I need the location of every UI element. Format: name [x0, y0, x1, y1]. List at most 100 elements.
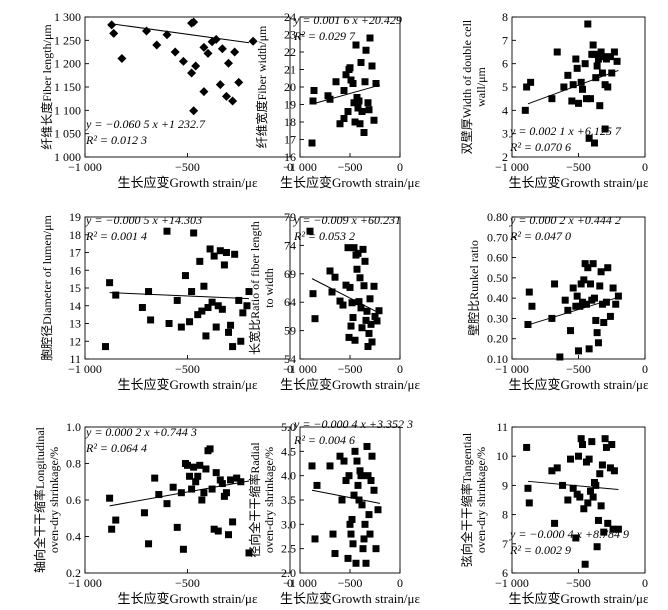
x-axis-label: 生长应变Growth strain/με: [118, 591, 258, 606]
data-point: [524, 321, 532, 329]
data-point: [162, 30, 172, 40]
y-tick-label: 6: [502, 566, 508, 580]
data-point: [214, 527, 222, 535]
data-point: [108, 525, 116, 533]
trend-line: [311, 278, 381, 314]
data-point: [186, 318, 194, 326]
x-tick-label: −500: [175, 160, 200, 174]
data-point: [594, 339, 602, 347]
y-tick-label: 4: [502, 103, 508, 117]
data-point: [597, 268, 605, 276]
data-point: [586, 280, 594, 288]
data-point: [601, 435, 609, 443]
data-point: [602, 55, 610, 63]
data-point: [598, 461, 606, 469]
data-point: [187, 18, 197, 28]
regression-equation: y = 0.000 2 x +0.444 2: [509, 213, 621, 227]
data-point: [578, 298, 586, 306]
y-axis-label-line: oven-dry shrinkage/%: [47, 447, 61, 553]
data-point: [585, 345, 593, 353]
y-tick-label: 0.6: [66, 493, 81, 507]
data-point: [374, 506, 382, 514]
y-tick-label: 0.10: [487, 352, 508, 366]
data-point: [564, 306, 572, 314]
data-point: [353, 457, 361, 465]
y-tick-label: 6: [502, 57, 508, 71]
x-tick-label: −1 000: [68, 576, 102, 590]
data-point: [311, 535, 319, 543]
data-point: [349, 80, 357, 87]
r-squared-label: R² = 0.001 4: [85, 229, 147, 243]
data-point: [368, 62, 376, 70]
x-tick-label: −1 000: [68, 362, 102, 376]
data-point: [604, 519, 612, 527]
y-tick-label: 3.5: [281, 493, 296, 507]
x-tick-label: −1 000: [283, 576, 317, 590]
r-squared-label: R² = 0.070 6: [509, 140, 571, 154]
y-tick-label: 1 200: [54, 57, 81, 71]
data-point: [600, 318, 608, 326]
data-point: [527, 78, 535, 86]
data-point: [581, 560, 589, 568]
chart-panel-1: 1 000 1 050 1 100 1 150 1 200 1 250 1 300 −1 00…: [39, 10, 293, 190]
data-point: [117, 54, 127, 64]
data-point: [214, 302, 222, 310]
data-point: [372, 80, 380, 87]
data-point: [576, 302, 584, 310]
y-axis-label-line: 轴向全干干缩率Longitudinal: [32, 426, 47, 573]
regression-equation: y = −0.000 4 x +8.784 9: [509, 527, 629, 541]
data-point: [181, 272, 189, 280]
data-point: [559, 481, 567, 489]
data-point: [609, 525, 617, 533]
y-tick-label: 54: [284, 352, 296, 366]
data-point: [588, 438, 596, 446]
data-point: [612, 300, 620, 308]
data-point: [177, 489, 185, 497]
data-point: [216, 476, 224, 484]
y-tick-label: 3: [502, 127, 508, 141]
x-tick-label: 0: [287, 362, 293, 376]
x-axis-label: 生长应变Growth strain/με: [118, 175, 258, 190]
data-point: [365, 329, 373, 337]
x-tick-label: −1 000: [495, 160, 529, 174]
data-point: [593, 329, 601, 337]
data-point: [196, 257, 204, 265]
data-point: [338, 496, 346, 504]
y-tick-label: 0.20: [487, 332, 508, 346]
y-tick-label: 7: [502, 537, 508, 551]
data-point: [364, 343, 372, 351]
x-tick-label: 0: [397, 576, 403, 590]
data-point: [212, 323, 220, 331]
y-axis-label-line: 长宽比Ratio of fiber length: [247, 221, 262, 355]
y-tick-label: 0.8: [66, 457, 81, 471]
data-point: [521, 106, 529, 114]
data-point: [594, 516, 602, 524]
y-tick-label: 1.0: [66, 420, 81, 434]
data-point: [106, 279, 114, 287]
data-point: [567, 455, 575, 463]
data-point: [524, 484, 532, 492]
data-point: [234, 77, 244, 87]
data-point: [358, 108, 366, 115]
data-point: [601, 125, 609, 133]
data-point: [586, 95, 594, 103]
data-point: [523, 443, 531, 451]
data-point: [309, 97, 317, 105]
y-tick-label: 3.0: [281, 517, 296, 531]
data-point: [359, 545, 367, 553]
data-point: [359, 245, 367, 253]
data-point: [572, 55, 580, 63]
data-point: [218, 305, 226, 313]
y-tick-label: 64: [284, 295, 296, 309]
x-tick-label: −1 000: [495, 362, 529, 376]
data-point: [606, 312, 614, 320]
data-point: [326, 462, 334, 470]
x-axis-label: 生长应变Growth strain/με: [509, 175, 649, 190]
data-point: [614, 525, 622, 533]
data-point: [147, 316, 155, 324]
y-tick-label: 4.0: [281, 469, 296, 483]
data-point: [360, 535, 368, 543]
data-point: [594, 55, 602, 63]
data-point: [339, 301, 347, 309]
